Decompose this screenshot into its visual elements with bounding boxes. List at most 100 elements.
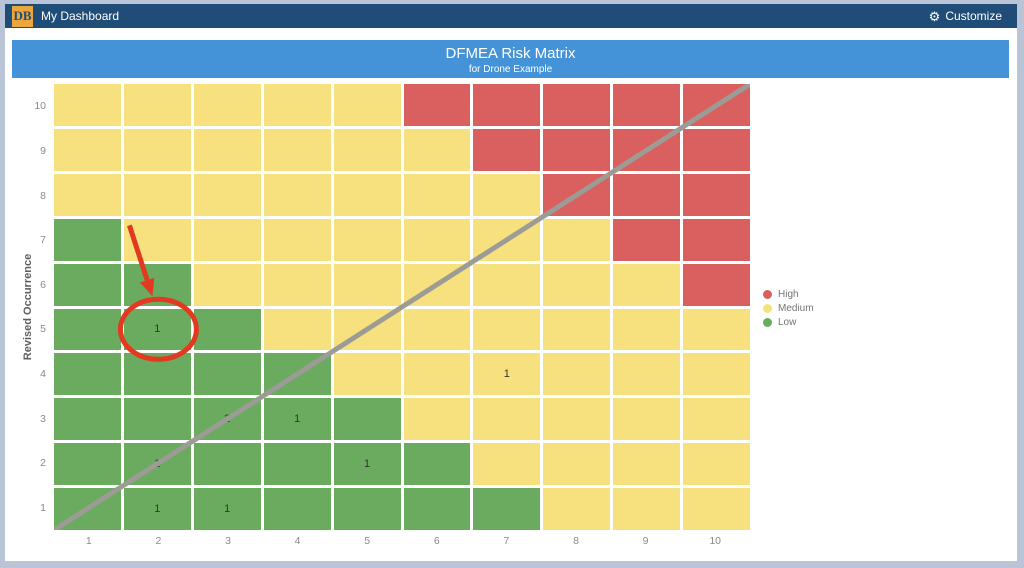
matrix-cell-x1-y8 bbox=[54, 173, 121, 216]
matrix-cell-x7-y3 bbox=[473, 398, 541, 441]
matrix-cell-x9-y8 bbox=[613, 173, 681, 216]
legend-swatch-icon bbox=[763, 289, 772, 299]
legend-swatch-icon bbox=[763, 303, 772, 313]
y-tick-10: 10 bbox=[34, 100, 46, 113]
matrix-cell-x2-y9 bbox=[123, 128, 191, 171]
cell-value: 1 bbox=[154, 323, 161, 336]
matrix-cell-x2-y3 bbox=[123, 398, 191, 441]
top-navbar: DB My Dashboard ⚙ Customize bbox=[5, 4, 1017, 28]
dashboard-title: My Dashboard bbox=[41, 9, 120, 23]
matrix-cell-x5-y10 bbox=[333, 84, 401, 126]
cell-value: 2 bbox=[224, 413, 231, 426]
matrix-cell-x9-y3 bbox=[613, 398, 681, 441]
customize-button[interactable]: ⚙ Customize bbox=[923, 4, 1008, 28]
matrix-cell-x1-y4 bbox=[54, 353, 121, 396]
matrix-cell-x7-y6 bbox=[473, 263, 541, 306]
matrix-cell-x6-y4 bbox=[403, 353, 471, 396]
matrix-cell-x4-y7 bbox=[263, 218, 331, 261]
matrix-cell-x8-y8 bbox=[543, 173, 611, 216]
matrix-cell-x8-y4 bbox=[543, 353, 611, 396]
matrix-cell-x2-y5[interactable]: 1 bbox=[123, 308, 191, 351]
matrix-cell-x6-y6 bbox=[403, 263, 471, 306]
matrix-cell-x10-y5 bbox=[683, 308, 750, 351]
matrix-cell-x9-y9 bbox=[613, 128, 681, 171]
matrix-cell-x7-y1 bbox=[473, 488, 541, 530]
y-tick-6: 6 bbox=[40, 278, 46, 291]
app-logo-text: DB bbox=[13, 8, 32, 23]
y-tick-3: 3 bbox=[40, 412, 46, 425]
y-tick-8: 8 bbox=[40, 189, 46, 202]
x-tick-1: 1 bbox=[85, 535, 92, 547]
legend-label: Medium bbox=[778, 302, 814, 314]
cell-value: 1 bbox=[154, 503, 161, 516]
matrix-cell-x5-y7 bbox=[333, 218, 401, 261]
matrix-cell-x1-y2 bbox=[54, 443, 121, 486]
x-tick-8: 8 bbox=[573, 535, 579, 547]
matrix-cell-x2-y2[interactable]: 1 bbox=[123, 443, 191, 486]
cell-value: 1 bbox=[363, 458, 371, 471]
matrix-cell-x5-y4 bbox=[333, 353, 401, 396]
legend-item-medium[interactable]: Medium bbox=[763, 301, 814, 315]
matrix-cell-x6-y3 bbox=[403, 398, 471, 441]
matrix-cell-x5-y1 bbox=[333, 488, 401, 530]
matrix-cell-x3-y1[interactable]: 1 bbox=[193, 488, 261, 530]
matrix-cell-x4-y9 bbox=[263, 128, 331, 171]
matrix-cell-x9-y2 bbox=[613, 443, 681, 486]
matrix-cell-x2-y1[interactable]: 1 bbox=[123, 488, 191, 530]
cell-value: 1 bbox=[154, 458, 161, 471]
legend-swatch-icon bbox=[763, 317, 772, 327]
legend-label: Low bbox=[778, 316, 797, 328]
matrix-cell-x2-y6 bbox=[123, 263, 191, 306]
matrix-cell-x10-y1 bbox=[683, 488, 750, 530]
y-tick-5: 5 bbox=[40, 323, 46, 336]
risk-matrix-grid: 1 1 2 1 1 1 1 1 bbox=[54, 84, 750, 530]
x-axis-ticks: 1 2 3 4 5 6 7 8 9 10 bbox=[54, 535, 750, 551]
x-tick-4: 4 bbox=[294, 535, 301, 547]
matrix-cell-x5-y9 bbox=[333, 128, 401, 171]
matrix-cell-x1-y7 bbox=[54, 218, 121, 261]
matrix-cell-x10-y9 bbox=[683, 128, 750, 171]
matrix-cell-x3-y7 bbox=[193, 218, 261, 261]
matrix-cell-x2-y10 bbox=[123, 84, 191, 126]
legend-item-high[interactable]: High bbox=[763, 287, 814, 301]
y-tick-7: 7 bbox=[40, 234, 46, 247]
matrix-cell-x5-y2[interactable]: 1 bbox=[333, 443, 401, 486]
chart-legend: High Medium Low bbox=[763, 287, 814, 329]
cell-value: 1 bbox=[294, 413, 301, 426]
app-logo: DB bbox=[12, 5, 33, 27]
matrix-cell-x9-y4 bbox=[613, 353, 681, 396]
gear-icon: ⚙ bbox=[928, 8, 941, 24]
x-tick-5: 5 bbox=[364, 535, 371, 547]
matrix-cell-x2-y7 bbox=[123, 218, 191, 261]
y-tick-1: 1 bbox=[40, 501, 46, 514]
matrix-cell-x5-y5 bbox=[333, 308, 401, 351]
matrix-cell-x8-y5 bbox=[543, 308, 611, 351]
matrix-cell-x8-y10 bbox=[543, 84, 611, 126]
x-tick-2: 2 bbox=[155, 535, 162, 547]
matrix-cell-x9-y7 bbox=[613, 218, 681, 261]
matrix-cell-x4-y2 bbox=[263, 443, 331, 486]
matrix-cell-x8-y6 bbox=[543, 263, 611, 306]
matrix-cell-x4-y3[interactable]: 1 bbox=[263, 398, 331, 441]
matrix-cell-x9-y6 bbox=[613, 263, 681, 306]
customize-label: Customize bbox=[945, 9, 1002, 23]
matrix-cell-x7-y4[interactable]: 1 bbox=[473, 353, 541, 396]
matrix-cell-x2-y8 bbox=[123, 173, 191, 216]
matrix-cell-x4-y10 bbox=[263, 84, 331, 126]
y-tick-2: 2 bbox=[40, 457, 46, 470]
dashboard-page: DB My Dashboard ⚙ Customize DFMEA Risk M… bbox=[5, 4, 1017, 561]
matrix-cell-x8-y1 bbox=[543, 488, 611, 530]
legend-item-low[interactable]: Low bbox=[763, 315, 814, 329]
matrix-cell-x6-y10 bbox=[403, 84, 471, 126]
matrix-cell-x5-y6 bbox=[333, 263, 401, 306]
matrix-cell-x3-y3[interactable]: 2 bbox=[193, 398, 261, 441]
matrix-cell-x7-y10 bbox=[473, 84, 541, 126]
matrix-cell-x4-y4 bbox=[263, 353, 331, 396]
matrix-cell-x10-y8 bbox=[683, 173, 750, 216]
matrix-cell-x1-y5 bbox=[54, 308, 121, 351]
legend-label: High bbox=[778, 288, 799, 300]
matrix-cell-x8-y9 bbox=[543, 128, 611, 171]
matrix-cell-x1-y10 bbox=[54, 84, 121, 126]
matrix-cell-x3-y4 bbox=[193, 353, 261, 396]
matrix-cell-x3-y9 bbox=[193, 128, 261, 171]
